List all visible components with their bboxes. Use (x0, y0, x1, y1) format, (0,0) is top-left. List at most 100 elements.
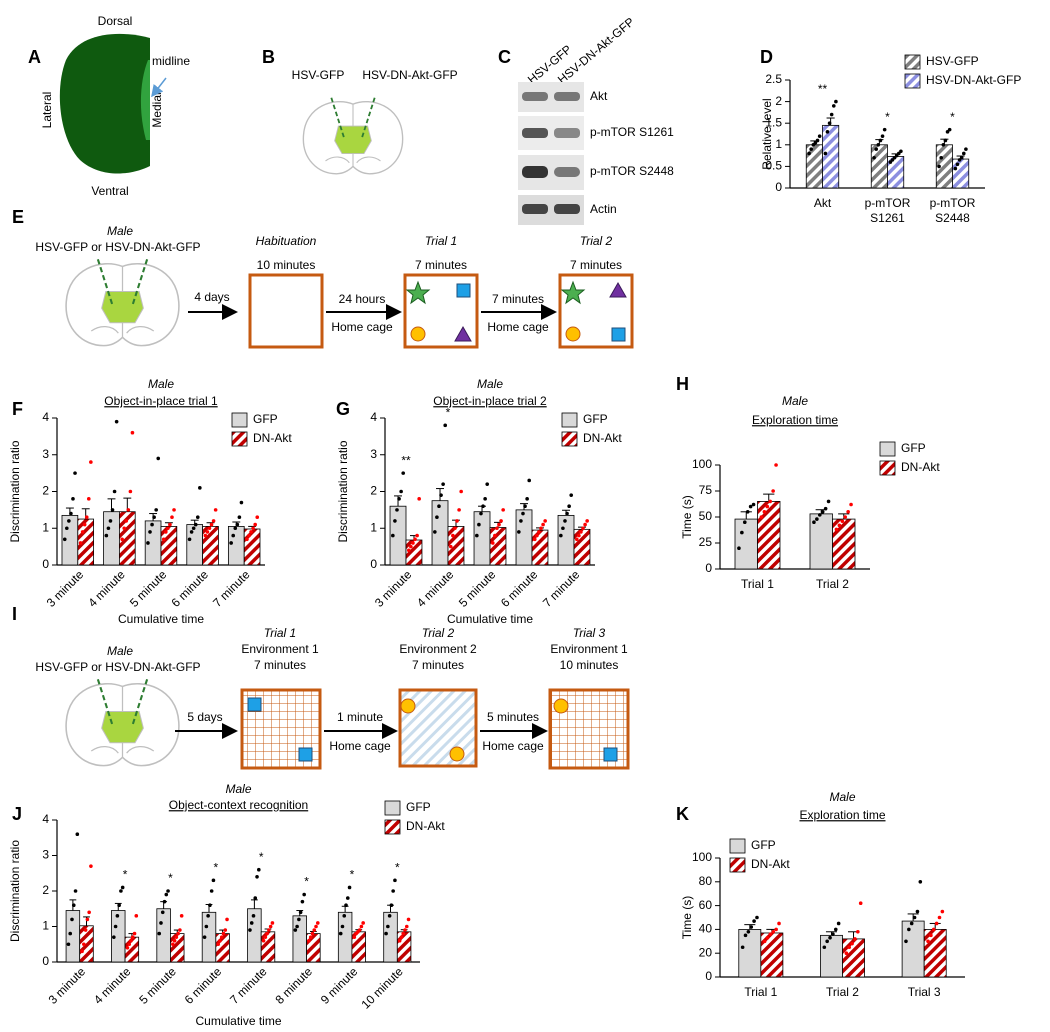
blot-band (522, 92, 548, 101)
data-point (237, 515, 242, 520)
legend-swatch (879, 441, 896, 457)
data-point (267, 928, 271, 932)
data-point (413, 537, 417, 542)
object-circle (553, 698, 569, 714)
data-point (872, 155, 876, 160)
data-point (399, 935, 404, 939)
significance-label: * (950, 110, 955, 124)
chart-title: Male (148, 377, 174, 391)
data-point (519, 519, 523, 523)
data-point (387, 914, 392, 918)
panel-label: F (12, 399, 23, 419)
y-tick-label: 60 (699, 898, 713, 912)
legend-swatch (561, 431, 578, 447)
data-point (834, 527, 839, 532)
legend-swatch (384, 800, 401, 816)
data-point (80, 949, 84, 954)
data-point (202, 935, 207, 939)
y-tick-label: 0 (775, 180, 782, 194)
data-point (415, 533, 419, 538)
band-label: Actin (590, 202, 617, 216)
y-tick-label: 0 (705, 561, 712, 575)
data-point (298, 910, 303, 915)
data-point (748, 504, 753, 509)
blot-band (554, 204, 580, 214)
data-point (71, 497, 75, 501)
brain-schematic (302, 95, 404, 175)
stage-name: Habituation (256, 234, 317, 248)
x-axis-label: Cumulative time (447, 612, 533, 626)
x-tick-label: 7 minute (540, 567, 583, 610)
data-point (762, 939, 767, 944)
data-point (120, 537, 124, 542)
legend-label: GFP (253, 412, 278, 426)
bar (227, 526, 245, 566)
significance-label: * (350, 868, 355, 882)
data-point (134, 914, 139, 918)
data-point (255, 875, 259, 879)
bar (757, 500, 781, 570)
data-point (106, 526, 111, 531)
data-point (856, 929, 860, 934)
y-tick-label: 100 (692, 457, 712, 471)
delay-label: 4 days (194, 290, 229, 304)
data-point (740, 945, 745, 950)
data-point (255, 515, 260, 520)
data-point (577, 533, 581, 538)
x-tick-label: p-mTOR S1261 (865, 196, 911, 225)
bar (337, 911, 353, 963)
stage-context: Environment 1 (550, 642, 628, 656)
stage-name: Trial 2 (422, 626, 455, 640)
y-axis-label: Discrimination ratio (8, 840, 22, 942)
band-label: Akt (590, 89, 608, 103)
data-point (89, 460, 93, 464)
data-point (831, 104, 836, 108)
data-point (391, 889, 395, 893)
data-point (307, 938, 311, 943)
data-point (837, 523, 842, 528)
injection-label: HSV-GFP (292, 68, 345, 82)
data-point (87, 910, 91, 915)
data-point (130, 935, 135, 939)
data-point (843, 515, 848, 519)
significance-label: * (446, 406, 451, 420)
y-tick-label: 3 (370, 447, 377, 461)
significance-label: ** (818, 82, 828, 96)
data-point (840, 519, 845, 523)
legend-label: DN-Akt (583, 431, 622, 445)
data-point (344, 903, 348, 907)
y-tick-label: 2.5 (765, 72, 782, 86)
data-point (563, 519, 567, 523)
blot-band (522, 204, 548, 214)
data-point (899, 149, 903, 154)
object-square (298, 747, 313, 762)
interval-time: 24 hours (339, 292, 386, 306)
data-point (834, 99, 838, 104)
bar (734, 518, 758, 570)
legend-swatch (231, 431, 248, 447)
brain-schematic (64, 257, 181, 347)
data-point (823, 151, 828, 156)
data-point (765, 935, 770, 940)
data-point (961, 151, 966, 156)
data-point (233, 526, 238, 531)
legend-swatch (384, 819, 401, 835)
data-point (66, 942, 71, 947)
data-point (218, 938, 222, 943)
legend-label: HSV-GFP (926, 54, 979, 68)
legend-label: DN-Akt (253, 431, 292, 445)
data-point (490, 541, 495, 545)
data-point (453, 526, 457, 531)
chart-title: Male (829, 790, 855, 804)
data-point (937, 915, 942, 920)
data-point (955, 162, 960, 167)
data-point (820, 510, 825, 514)
object-star (405, 280, 431, 305)
data-point (357, 928, 362, 932)
data-point (539, 526, 543, 531)
data-point (78, 541, 83, 545)
data-point (475, 533, 479, 538)
data-point (401, 471, 406, 475)
y-tick-label: 75 (699, 483, 713, 497)
data-point (231, 533, 236, 538)
